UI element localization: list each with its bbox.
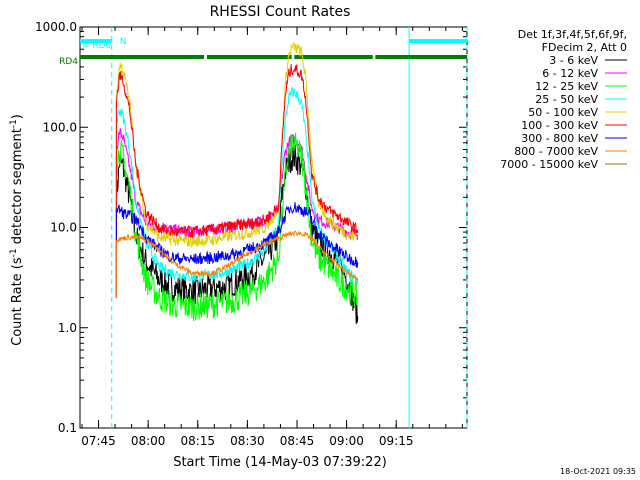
legend-entry-label: 7000 - 15000 keV <box>500 158 598 171</box>
legend-header-line: Det 1f,3f,4f,5f,6f,9f, <box>518 28 627 41</box>
state-bar-label: ≡ RD0 <box>82 41 112 51</box>
chart-title: RHESSI Count Rates <box>210 4 351 20</box>
legend-entry-label: 3 - 6 keV <box>549 54 598 67</box>
state-bar-marker: N <box>120 37 127 47</box>
legend-entry-label: 50 - 100 keV <box>528 106 598 119</box>
series-line <box>115 201 359 268</box>
y-tick-label: 1.0 <box>58 321 77 335</box>
legend-entry-label: 6 - 12 keV <box>542 67 598 80</box>
x-tick-label: 07:45 <box>81 434 116 448</box>
x-axis-label: Start Time (14-May-03 07:39:22) <box>173 455 387 470</box>
series-line <box>115 64 359 238</box>
x-tick-label: 08:45 <box>280 434 315 448</box>
series-line <box>116 230 359 281</box>
footer-timestamp: 18-Oct-2021 09:35 <box>560 467 636 476</box>
x-tick-label: 09:15 <box>379 434 414 448</box>
plot-area: 0.1 1.0 10.0 100.0 1000.0 07:45 08:00 08:15 08:3… <box>35 20 468 448</box>
x-tick-label: 08:30 <box>230 434 265 448</box>
y-tick-label: 0.1 <box>58 421 77 435</box>
series-line <box>116 85 359 284</box>
legend-entry-label: 300 - 800 keV <box>521 132 598 145</box>
legend-entry-label: 100 - 300 keV <box>521 119 598 132</box>
x-tick-label: 09:00 <box>329 434 364 448</box>
state-bar-label: RD4 <box>59 57 78 67</box>
y-tick-label: 100.0 <box>43 120 77 134</box>
y-axis-label: Count Rate (s-1 detector segment-1) <box>9 114 25 346</box>
legend-entry-label: 25 - 50 keV <box>535 93 598 106</box>
legend: Det 1f,3f,4f,5f,6f,9f,FDecim 2, Att 03 -… <box>500 28 627 171</box>
legend-entry-label: 800 - 7000 keV <box>514 145 598 158</box>
x-tick-label: 08:00 <box>131 434 166 448</box>
legend-header-line: FDecim 2, Att 0 <box>542 41 627 54</box>
y-tick-label: 1000.0 <box>35 20 77 34</box>
legend-entry-label: 12 - 25 keV <box>535 80 598 93</box>
x-tick-label: 08:15 <box>180 434 215 448</box>
y-tick-label: 10.0 <box>50 221 77 235</box>
